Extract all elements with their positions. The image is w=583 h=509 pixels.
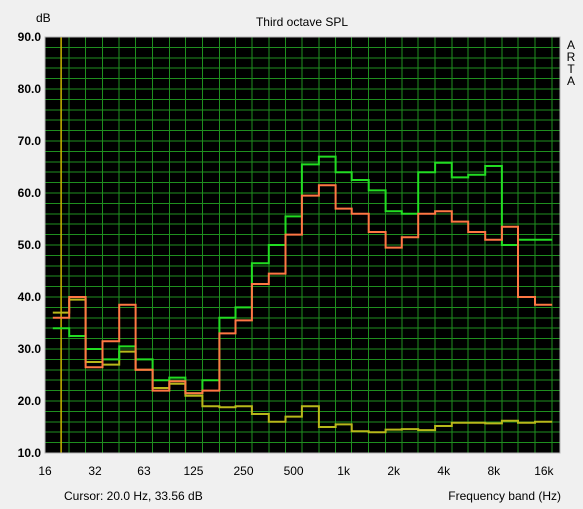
x-axis-label: Frequency band (Hz) bbox=[448, 489, 561, 503]
x-tick-label: 125 bbox=[183, 464, 203, 478]
x-tick-label: 4k bbox=[437, 464, 451, 478]
y-axis-label: dB bbox=[36, 11, 51, 25]
x-tick-label: 250 bbox=[234, 464, 254, 478]
cursor-readout: Cursor: 20.0 Hz, 33.56 dB bbox=[64, 489, 203, 503]
y-tick-label: 40.0 bbox=[18, 290, 42, 304]
chart-title: Third octave SPL bbox=[256, 15, 348, 29]
x-tick-label: 63 bbox=[137, 464, 151, 478]
x-tick-label: 1k bbox=[337, 464, 351, 478]
y-tick-labels: 90.0 80.0 70.0 60.0 50.0 40.0 30.0 20.0 10.0 bbox=[18, 30, 42, 460]
y-tick-label: 90.0 bbox=[18, 30, 42, 44]
brand-letter: T bbox=[567, 62, 575, 76]
y-tick-label: 30.0 bbox=[18, 342, 42, 356]
y-tick-label: 60.0 bbox=[18, 186, 42, 200]
x-tick-label: 500 bbox=[284, 464, 304, 478]
x-tick-label: 32 bbox=[88, 464, 102, 478]
y-tick-label: 20.0 bbox=[18, 394, 42, 408]
brand-letter: A bbox=[567, 74, 575, 88]
series-line-2 bbox=[52, 184, 553, 395]
plot-frame bbox=[44, 36, 561, 454]
x-tick-label: 2k bbox=[387, 464, 401, 478]
y-tick-label: 70.0 bbox=[18, 134, 42, 148]
series-group bbox=[52, 155, 553, 434]
grid bbox=[44, 36, 560, 454]
y-tick-label: 10.0 bbox=[18, 446, 42, 460]
x-tick-label: 16 bbox=[38, 464, 52, 478]
brand-letter: R bbox=[567, 50, 576, 64]
x-tick-label: 16k bbox=[534, 464, 554, 478]
x-tick-label: 8k bbox=[487, 464, 501, 478]
x-tick-labels: 16 32 63 125 250 500 1k 2k 4k 8k 16k bbox=[38, 464, 554, 478]
y-tick-label: 80.0 bbox=[18, 82, 42, 96]
y-tick-label: 50.0 bbox=[18, 238, 42, 252]
brand-letter: A bbox=[567, 38, 575, 52]
